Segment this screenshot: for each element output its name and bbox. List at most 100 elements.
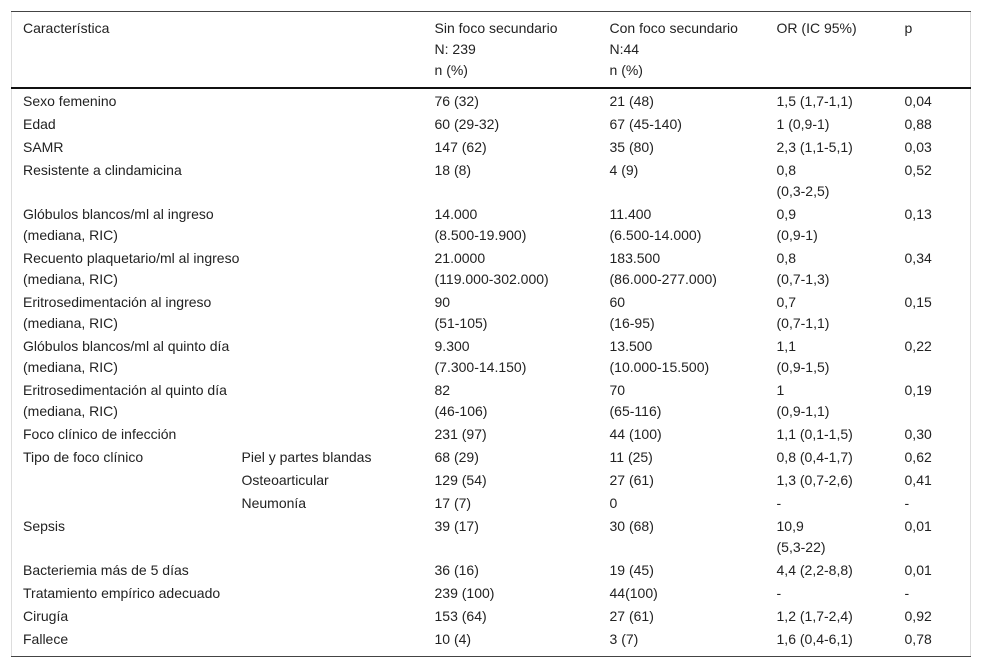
cell-or: 1,1 (0,1-1,5) [776, 426, 853, 442]
cell-subcategory: Piel y partes blandas [241, 449, 372, 465]
cell-sin-foco: 60 (29-32) [434, 116, 500, 132]
cell-p: 0,88 [904, 116, 932, 132]
table-row: Eritrosedimentación al ingreso (mediana,… [12, 291, 971, 335]
cell-characteristic: Glóbulos blancos/ml al ingreso (mediana,… [23, 206, 214, 243]
header-row: Característica Sin foco secundario N: 23… [11, 11, 971, 88]
cell-sin-foco: 76 (32) [434, 93, 479, 109]
cell-sin-foco: 239 (100) [434, 585, 495, 601]
cell-p: 0,04 [904, 93, 932, 109]
cell-or: 1,1 (0,9-1,5) [776, 338, 830, 375]
cell-p: 0,13 [904, 206, 932, 222]
cell-characteristic [12, 469, 242, 492]
table-row: SAMR 147 (62) 35 (80) 2,3 (1,1-5,1) 0,03 [12, 136, 971, 159]
cell-con-foco: 60 (16-95) [609, 294, 655, 331]
cell-sin-foco: 68 (29) [434, 449, 479, 465]
table-row: Resistente a clindamicina 18 (8) 4 (9) 0,8 … [12, 159, 971, 203]
table-row: Edad 60 (29-32) 67 (45-140) 1 (0,9-1) 0,88 [12, 113, 971, 136]
table-row: Tipo de foco clínico Piel y partes blanda… [12, 446, 971, 469]
header-characteristic: Característica [23, 20, 110, 36]
cell-or: - [776, 495, 782, 511]
cell-sin-foco: 39 (17) [434, 518, 479, 534]
header-con-foco: Con foco secundario N:44 n (%) [609, 20, 738, 78]
cell-or: 0,8 (0,7-1,3) [776, 250, 830, 287]
table-row: Glóbulos blancos/ml al quinto día (media… [12, 335, 971, 379]
cell-sin-foco: 14.000 (8.500-19.900) [434, 206, 527, 243]
cell-p: 0,19 [904, 382, 932, 398]
cell-or: 1,5 (1,7-1,1) [776, 93, 853, 109]
cell-p: 0,01 [904, 518, 932, 534]
header-p: p [904, 20, 913, 36]
cell-characteristic: SAMR [23, 139, 64, 155]
table-row: Tratamiento empírico adecuado 239 (100) 44… [12, 582, 971, 605]
table-row: Glóbulos blancos/ml al ingreso (mediana,… [12, 203, 971, 247]
cell-p: 0,15 [904, 294, 932, 310]
cell-characteristic: Recuento plaquetario/ml al ingreso (medi… [23, 250, 240, 287]
cell-sin-foco: 153 (64) [434, 608, 487, 624]
cell-characteristic [12, 492, 242, 515]
cell-con-foco: 30 (68) [609, 518, 654, 534]
cell-characteristic: Edad [23, 116, 56, 132]
table-row: Sepsis 39 (17) 30 (68) 10,9 (5,3-22) 0,01 [12, 515, 971, 559]
cell-or: 0,9 (0,9-1) [776, 206, 818, 243]
table-header: Característica Sin foco secundario N: 23… [11, 11, 971, 88]
header-sin-foco: Sin foco secundario N: 239 n (%) [434, 20, 558, 78]
cell-con-foco: 35 (80) [609, 139, 654, 155]
cell-p: 0,62 [904, 449, 932, 465]
cell-con-foco: 11.400 (6.500-14.000) [609, 206, 702, 243]
cell-con-foco: 27 (61) [609, 608, 654, 624]
cell-p: 0,03 [904, 139, 932, 155]
cell-con-foco: 70 (65-116) [609, 382, 662, 419]
cell-or: 0,8 (0,3-2,5) [776, 162, 830, 199]
table-row: Bacteriemia más de 5 días 36 (16) 19 (45) 4… [12, 559, 971, 582]
cell-characteristic: Sexo femenino [23, 93, 117, 109]
table-row: Eritrosedimentación al quinto día (media… [12, 379, 971, 423]
cell-p: 0,34 [904, 250, 932, 266]
cell-sin-foco: 129 (54) [434, 472, 487, 488]
cell-con-foco: 27 (61) [609, 472, 654, 488]
cell-p: - [904, 495, 910, 511]
cell-characteristic: Cirugía [23, 608, 69, 624]
cell-or: 1 (0,9-1) [776, 116, 830, 132]
cell-con-foco: 183.500 (86.000-277.000) [609, 250, 717, 287]
cell-p: 0,22 [904, 338, 932, 354]
table-row: Sexo femenino 76 (32) 21 (48) 1,5 (1,7-1,1)… [12, 88, 971, 113]
cell-p: 0,41 [904, 472, 932, 488]
cell-characteristic: Fallece [23, 631, 69, 647]
cell-or: 1,2 (1,7-2,4) [776, 608, 853, 624]
cell-p: 0,01 [904, 562, 932, 578]
cell-or: 1,6 (0,4-6,1) [776, 631, 853, 647]
header-or: OR (IC 95%) [776, 20, 857, 36]
cell-characteristic: Bacteriemia más de 5 días [23, 562, 189, 578]
cell-sin-foco: 82 (46-106) [434, 382, 488, 419]
cell-sin-foco: 36 (16) [434, 562, 479, 578]
cell-or: 2,3 (1,1-5,1) [776, 139, 853, 155]
cell-characteristic: Glóbulos blancos/ml al quinto día (media… [23, 338, 230, 375]
cell-con-foco: 13.500 (10.000-15.500) [609, 338, 710, 375]
cell-p: 0,92 [904, 608, 932, 624]
cell-sin-foco: 9.300 (7.300-14.150) [434, 338, 527, 375]
table-row: Foco clínico de infección 231 (97) 44 (100… [12, 423, 971, 446]
table-row: Fallece 10 (4) 3 (7) 1,6 (0,4-6,1) 0,78 [12, 628, 971, 657]
table-row: Recuento plaquetario/ml al ingreso (medi… [12, 247, 971, 291]
results-table: Característica Sin foco secundario N: 23… [11, 11, 972, 657]
cell-characteristic: Resistente a clindamicina [23, 162, 182, 178]
cell-con-foco: 44 (100) [609, 426, 662, 442]
cell-or: 10,9 (5,3-22) [776, 518, 826, 555]
cell-sin-foco: 21.0000 (119.000-302.000) [434, 250, 549, 287]
cell-sin-foco: 147 (62) [434, 139, 487, 155]
table-row: Cirugía 153 (64) 27 (61) 1,2 (1,7-2,4) 0,92 [12, 605, 971, 628]
cell-con-foco: 11 (25) [609, 449, 653, 465]
cell-or: - [776, 585, 782, 601]
cell-p: - [904, 585, 910, 601]
cell-p: 0,78 [904, 631, 932, 647]
cell-sin-foco: 231 (97) [434, 426, 487, 442]
cell-or: 1 (0,9-1,1) [776, 382, 830, 419]
cell-p: 0,30 [904, 426, 932, 442]
cell-or: 0,8 (0,4-1,7) [776, 449, 853, 465]
cell-con-foco: 4 (9) [609, 162, 639, 178]
cell-subcategory: Osteoarticular [241, 472, 329, 488]
cell-or: 1,3 (0,7-2,6) [776, 472, 853, 488]
cell-con-foco: 19 (45) [609, 562, 654, 578]
cell-sin-foco: 17 (7) [434, 495, 472, 511]
table-body: Sexo femenino 76 (32) 21 (48) 1,5 (1,7-1,1)… [11, 88, 971, 657]
